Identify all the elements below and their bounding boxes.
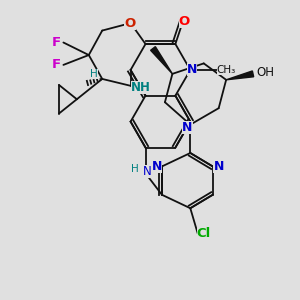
Text: N: N xyxy=(152,160,162,173)
Text: O: O xyxy=(124,16,136,30)
Text: N: N xyxy=(187,64,197,76)
Text: N: N xyxy=(214,160,224,173)
Text: H: H xyxy=(131,164,139,174)
Text: CH₃: CH₃ xyxy=(217,65,236,75)
Polygon shape xyxy=(151,47,172,74)
Text: NH: NH xyxy=(131,81,151,94)
Text: N: N xyxy=(142,165,152,178)
Text: Cl: Cl xyxy=(196,227,211,240)
Text: F: F xyxy=(51,36,61,49)
Text: OH: OH xyxy=(256,66,274,79)
Text: H: H xyxy=(90,69,98,79)
Polygon shape xyxy=(226,71,254,80)
Text: N: N xyxy=(182,121,193,134)
Text: O: O xyxy=(179,15,190,28)
Text: F: F xyxy=(51,58,61,71)
